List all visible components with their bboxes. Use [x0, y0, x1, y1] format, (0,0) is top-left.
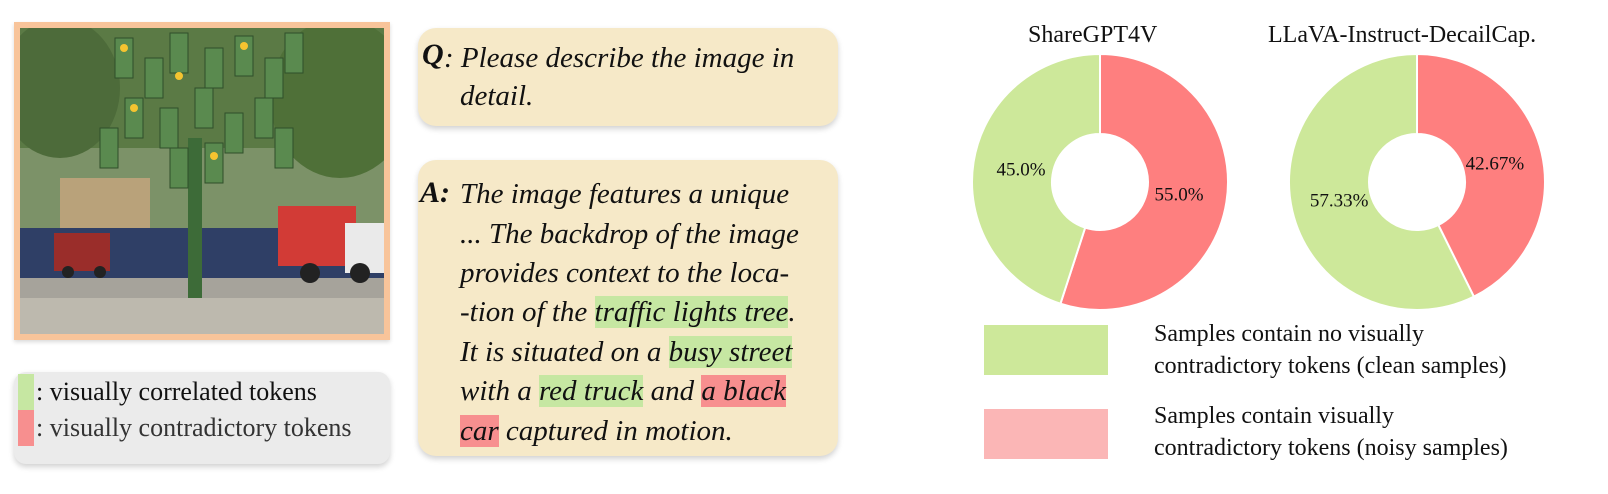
- contradictory-token: a black: [701, 375, 786, 407]
- question-bubble: Q : Please describe the image in detail.: [418, 28, 838, 126]
- answer-text: captured in motion.: [498, 415, 733, 447]
- clean-slice: [971, 52, 1101, 305]
- contradictory-token: car: [460, 415, 499, 447]
- pie-title-llava: LLaVA-Instruct-DecailCap.: [1268, 22, 1537, 48]
- correlated-token: red truck: [538, 375, 644, 407]
- pie-title-sharegpt4v: ShareGPT4V: [1028, 22, 1158, 48]
- noisy-percent-label: 55.0%: [1154, 185, 1203, 206]
- answer-text: and: [643, 375, 702, 407]
- answer-line-6: with a red truck and a black: [460, 373, 786, 409]
- legend-contradictory: : visually contradictory tokens: [18, 410, 352, 446]
- traffic-light-tree-photo: [14, 22, 390, 340]
- answer-text: It is situated on a: [460, 336, 669, 368]
- answer-line-1: The image features a unique: [460, 178, 790, 210]
- noisy-legend-text: Samples contain visually contradictory t…: [1154, 400, 1508, 464]
- answer-line-2: ... The backdrop of the image: [460, 218, 799, 250]
- noisy-legend-line-1: Samples contain visually: [1154, 403, 1394, 429]
- correlated-token: traffic lights tree: [594, 296, 789, 328]
- token-legend: : visually correlated tokens : visually …: [14, 372, 390, 464]
- answer-text: with a: [460, 375, 539, 407]
- noisy-slice: [1416, 52, 1546, 299]
- noisy-percent-label: 42.67%: [1466, 154, 1525, 175]
- clean-legend-swatch: [984, 325, 1108, 375]
- correlated-token: busy street: [668, 336, 793, 368]
- clean-percent-label: 57.33%: [1310, 190, 1369, 211]
- clean-legend-line-1: Samples contain no visually: [1154, 321, 1424, 347]
- photo-illustration: [20, 28, 384, 334]
- question-line-1: : Please describe the image in: [444, 42, 795, 74]
- question-line-2: detail.: [460, 80, 534, 112]
- clean-legend-text: Samples contain no visually contradictor…: [1154, 318, 1507, 382]
- noisy-slice: [1059, 52, 1229, 311]
- answer-line-7: car captured in motion.: [460, 413, 733, 449]
- answer-text: .: [788, 296, 796, 328]
- answer-label: A:: [420, 176, 450, 209]
- clean-percent-label: 45.0%: [996, 159, 1045, 180]
- noisy-legend-line-2: contradictory tokens (noisy samples): [1154, 435, 1508, 461]
- clean-slice: [1288, 52, 1476, 311]
- donut-chart-llava: 42.67% 57.33%: [1288, 52, 1546, 311]
- donut-chart-sharegpt4v: 55.0% 45.0%: [971, 52, 1229, 311]
- contradictory-label: : visually contradictory tokens: [36, 413, 352, 442]
- question-label: Q: [422, 38, 444, 71]
- contradictory-swatch: [18, 410, 34, 446]
- answer-text: -tion of the: [460, 296, 595, 328]
- answer-line-4: -tion of the traffic lights tree.: [460, 294, 796, 330]
- answer-line-5: It is situated on a busy street: [460, 334, 793, 370]
- correlated-swatch: [18, 374, 34, 410]
- legend-correlated: : visually correlated tokens: [18, 374, 317, 410]
- answer-bubble: A: The image features a unique ... The b…: [418, 160, 838, 456]
- correlated-label: : visually correlated tokens: [36, 377, 317, 406]
- noisy-legend-swatch: [984, 409, 1108, 459]
- answer-line-3: provides context to the loca-: [460, 257, 790, 289]
- clean-legend-line-2: contradictory tokens (clean samples): [1154, 353, 1507, 379]
